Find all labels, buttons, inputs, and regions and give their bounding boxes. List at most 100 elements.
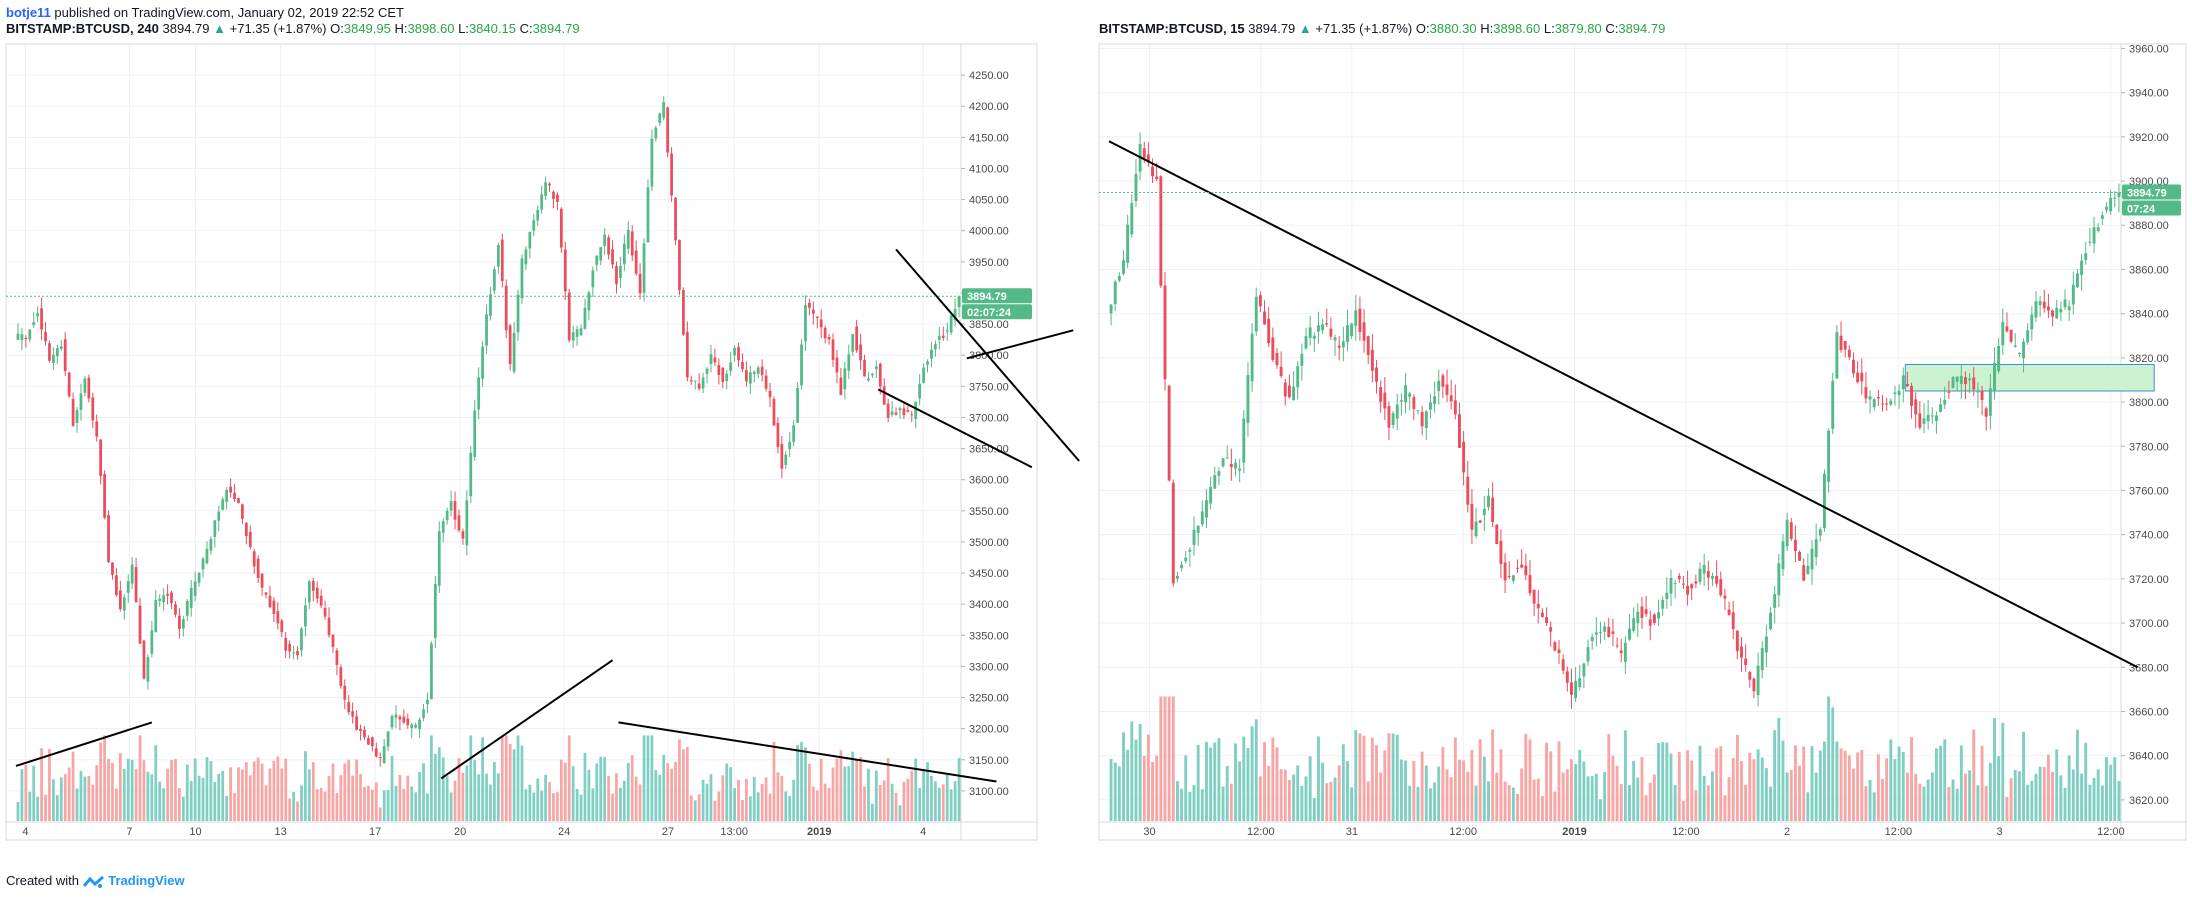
candle-body [1146, 154, 1150, 163]
candle-body [2017, 353, 2021, 355]
candle-body [811, 309, 815, 314]
x-tick-label: 13 [274, 826, 286, 838]
symbol-label[interactable]: BITSTAMP:BTCUSD, 15 [1099, 21, 1245, 36]
candle-body [536, 209, 540, 221]
candle-body [87, 377, 91, 399]
volume-bar [1681, 800, 1685, 821]
volume-bar [874, 770, 878, 821]
candle-body [276, 611, 280, 624]
volume-bar [1644, 795, 1648, 821]
volume-bar [394, 785, 398, 821]
candle-body [839, 377, 843, 396]
volume-bar [520, 745, 524, 821]
candle-body [363, 729, 366, 738]
candle-body [2038, 301, 2042, 306]
volume-bar [567, 735, 571, 821]
volume-bar [528, 784, 532, 821]
candle-body [2030, 314, 2034, 330]
candle-body [83, 378, 87, 393]
low-label: L: [458, 21, 469, 36]
candle-body [1706, 571, 1710, 578]
candle-body [1594, 632, 1598, 635]
candle-body [654, 127, 658, 139]
y-tick-label: 3850.00 [969, 319, 1009, 331]
candle-body [1914, 399, 1918, 415]
candle-body [256, 558, 260, 578]
candle-body [1416, 410, 1420, 412]
volume-bar [811, 786, 815, 821]
candle-body [2055, 307, 2059, 319]
candle-body [819, 319, 823, 328]
candle-body [2009, 329, 2013, 342]
countdown-label: 02:07:24 [967, 307, 1012, 319]
volume-bar [701, 779, 705, 821]
tradingview-link[interactable]: TradingView [108, 873, 185, 888]
candle-body [91, 397, 95, 421]
candle-body [1665, 592, 1669, 599]
volume-bar [300, 785, 303, 821]
candle-body [418, 719, 421, 730]
trendline [877, 388, 1033, 469]
y-tick-label: 3860.00 [2129, 264, 2169, 276]
volume-bar [1740, 761, 1743, 821]
volume-bar [1930, 772, 1934, 821]
candle-body [1934, 415, 1938, 421]
candle-body [1702, 565, 1706, 574]
volume-bar [595, 763, 599, 821]
candle-body [229, 486, 232, 493]
candle-body [1520, 564, 1524, 568]
volume-bar [1914, 773, 1918, 821]
volume-bar [1640, 757, 1644, 821]
candle-body [292, 652, 295, 654]
volume-bar [166, 768, 169, 821]
volume-bar [878, 784, 882, 821]
volume-bar [374, 782, 378, 821]
volume-bar [1918, 783, 1922, 821]
volume-bar [1341, 744, 1345, 821]
candle-body [835, 357, 839, 373]
candle-body [1677, 576, 1681, 580]
candle-body [678, 240, 681, 290]
volume-bar [926, 762, 929, 821]
volume-bar [1346, 761, 1349, 821]
volume-bar [1814, 772, 1818, 821]
candle-body [729, 362, 733, 372]
volume-bar [1428, 788, 1432, 821]
y-tick-label: 3300.00 [969, 661, 1009, 673]
candle-body [1727, 609, 1731, 615]
volume-bar [201, 777, 205, 821]
volume-bar [642, 735, 646, 821]
volume-bar [1503, 781, 1507, 821]
candle-body [1428, 402, 1432, 410]
support-zone [1904, 363, 2155, 392]
y-tick-label: 4150.00 [969, 132, 1009, 144]
candle-body [906, 409, 910, 412]
volume-bar [1628, 785, 1631, 821]
volume-bar [1433, 782, 1437, 821]
candle-body [445, 510, 449, 521]
candle-body [178, 615, 181, 629]
candle-body [248, 531, 252, 548]
volume-bar [1122, 732, 1125, 821]
candle-body [339, 667, 343, 687]
volume-bar [87, 776, 91, 821]
candle-body [1578, 678, 1582, 688]
candle-body [284, 637, 288, 651]
volume-bar [142, 760, 146, 821]
candle-body [107, 515, 110, 562]
chart-frame [1098, 43, 2187, 841]
symbol-label[interactable]: BITSTAMP:BTCUSD, 240 [6, 21, 159, 36]
candle-body [1130, 203, 1134, 235]
x-tick-label: 13:00 [720, 826, 748, 838]
volume-bar [800, 741, 803, 821]
volume-bar [1296, 765, 1300, 821]
candle-body [367, 738, 370, 745]
candle-body [1354, 310, 1358, 326]
volume-bar [1661, 742, 1665, 821]
author-link[interactable]: botje11 [6, 5, 51, 20]
candle-body [485, 314, 488, 346]
candle-body [1453, 400, 1457, 415]
candle-body [607, 237, 610, 255]
